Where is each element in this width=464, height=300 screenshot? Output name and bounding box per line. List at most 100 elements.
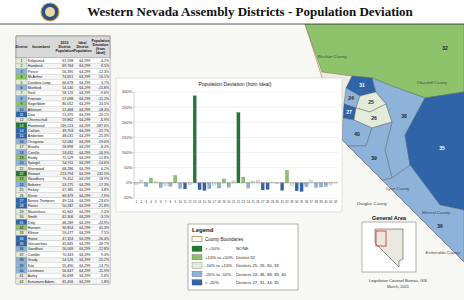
bar xyxy=(285,170,288,183)
bar xyxy=(183,183,186,189)
table-cell: 1.8% xyxy=(101,280,110,284)
y-tick-label: 50% xyxy=(124,165,132,170)
district-cell xyxy=(16,80,27,85)
district-cell xyxy=(16,149,27,154)
bar xyxy=(159,183,162,188)
district-cell xyxy=(16,230,27,235)
row-bg xyxy=(27,166,110,171)
x-tick-label: 35 xyxy=(300,200,304,204)
table-cell: 17 xyxy=(20,145,24,149)
table-cell: 8.5% xyxy=(101,64,110,68)
table-cell: Hickey xyxy=(28,188,39,192)
bar xyxy=(222,179,225,183)
table-cell: 72,529 xyxy=(62,156,73,160)
x-tick-label: 13 xyxy=(193,200,197,204)
tick-mark xyxy=(133,198,135,199)
district-cell xyxy=(16,85,27,90)
table-cell: 22 xyxy=(20,172,24,176)
table-cell: 69,379 xyxy=(62,194,73,198)
table-cell: Kirkpatrick xyxy=(28,59,45,63)
table-cell: 34 xyxy=(20,237,24,241)
district-cell xyxy=(16,252,27,257)
table-cell: 38 xyxy=(20,258,24,262)
district-cell xyxy=(16,155,27,160)
row-bg xyxy=(27,252,110,257)
table-cell: 64,299 xyxy=(79,97,90,101)
table-cell: Bustamante Adams xyxy=(28,280,55,284)
district-cell xyxy=(16,182,27,187)
table-cell: Spiegel xyxy=(28,161,40,165)
legend-label: -20% to -10% xyxy=(205,272,231,277)
row-bg xyxy=(27,193,110,198)
x-tick-label: 22 xyxy=(237,200,241,204)
x-tick-label: 25 xyxy=(251,200,255,204)
table-cell: 60,698 xyxy=(62,274,73,278)
district-cell xyxy=(16,117,27,122)
table-cell: Woodbury xyxy=(28,177,45,181)
footer-text: March, 2011 xyxy=(387,284,410,289)
row-bg xyxy=(27,69,110,74)
baseline xyxy=(134,182,338,183)
district-label: 31 xyxy=(359,82,365,88)
table-cell: -11.2% xyxy=(98,97,110,101)
table-cell: 19 xyxy=(20,156,24,160)
x-tick-label: 3 xyxy=(145,200,147,204)
legend-label: County Boundaries xyxy=(205,237,244,242)
header-cell: Incumbent xyxy=(32,45,51,49)
table-cell: 54,911 xyxy=(62,161,73,165)
table-cell: 23 xyxy=(20,177,24,181)
legend-swatch xyxy=(192,280,202,286)
table-cell: 64,299 xyxy=(79,151,90,155)
row-bg xyxy=(27,96,110,101)
row-bg xyxy=(27,262,110,267)
table-cell: 64,299 xyxy=(79,242,90,246)
row-bg xyxy=(27,225,110,230)
table-cell: 64,299 xyxy=(79,129,90,133)
district-cell xyxy=(16,246,27,251)
legend-box xyxy=(188,224,298,290)
table-cell: Conklin xyxy=(28,253,40,257)
row-bg xyxy=(27,246,110,251)
chart: Population Deviation (from Ideal)-50%0%5… xyxy=(116,78,342,212)
x-tick-label: 4 xyxy=(150,200,152,204)
tick-mark xyxy=(133,182,135,183)
grid-line xyxy=(134,122,338,123)
row-bg xyxy=(27,80,110,85)
header-line: District xyxy=(15,45,28,49)
table-cell: 36 xyxy=(20,247,24,251)
logo-ring xyxy=(41,3,59,21)
table-cell: 287.6% xyxy=(97,124,110,128)
bar xyxy=(174,175,177,182)
bar xyxy=(315,183,318,188)
table-cell: 64,299 xyxy=(79,280,90,284)
row-bg xyxy=(27,182,110,187)
bar xyxy=(329,183,332,185)
bar xyxy=(193,96,196,183)
table-cell: 64,299 xyxy=(79,188,90,192)
table-cell: 232.5% xyxy=(97,172,110,176)
table-cell: 64,299 xyxy=(79,172,90,176)
table-cell: 9 xyxy=(21,102,23,106)
district-area xyxy=(343,104,356,120)
district-cell xyxy=(16,74,27,79)
table-cell: -7.5% xyxy=(100,231,110,235)
table-cell: 58,126 xyxy=(62,91,73,95)
table-cell: 64,299 xyxy=(79,177,90,181)
table-cell: 20 xyxy=(20,161,24,165)
district-cell xyxy=(16,139,27,144)
tick-mark xyxy=(133,137,135,138)
table-cell: 62,306 xyxy=(62,215,73,219)
district-cell xyxy=(16,219,27,224)
table-cell: -15.8% xyxy=(98,86,110,90)
table-cell: Ohrenschall xyxy=(28,118,47,122)
table-cell: 64,299 xyxy=(79,86,90,90)
table-cell: 33 xyxy=(20,231,24,235)
table-cell: 64,299 xyxy=(79,118,90,122)
table-cell: 64,299 xyxy=(79,215,90,219)
x-tick-label: 9 xyxy=(174,200,176,204)
x-tick-label: 29 xyxy=(271,200,275,204)
table-cell: -28.7% xyxy=(98,242,110,246)
logo xyxy=(41,3,59,21)
legend-label: +10% to +50% xyxy=(205,255,233,260)
table-cell: -18.4% xyxy=(98,108,110,112)
